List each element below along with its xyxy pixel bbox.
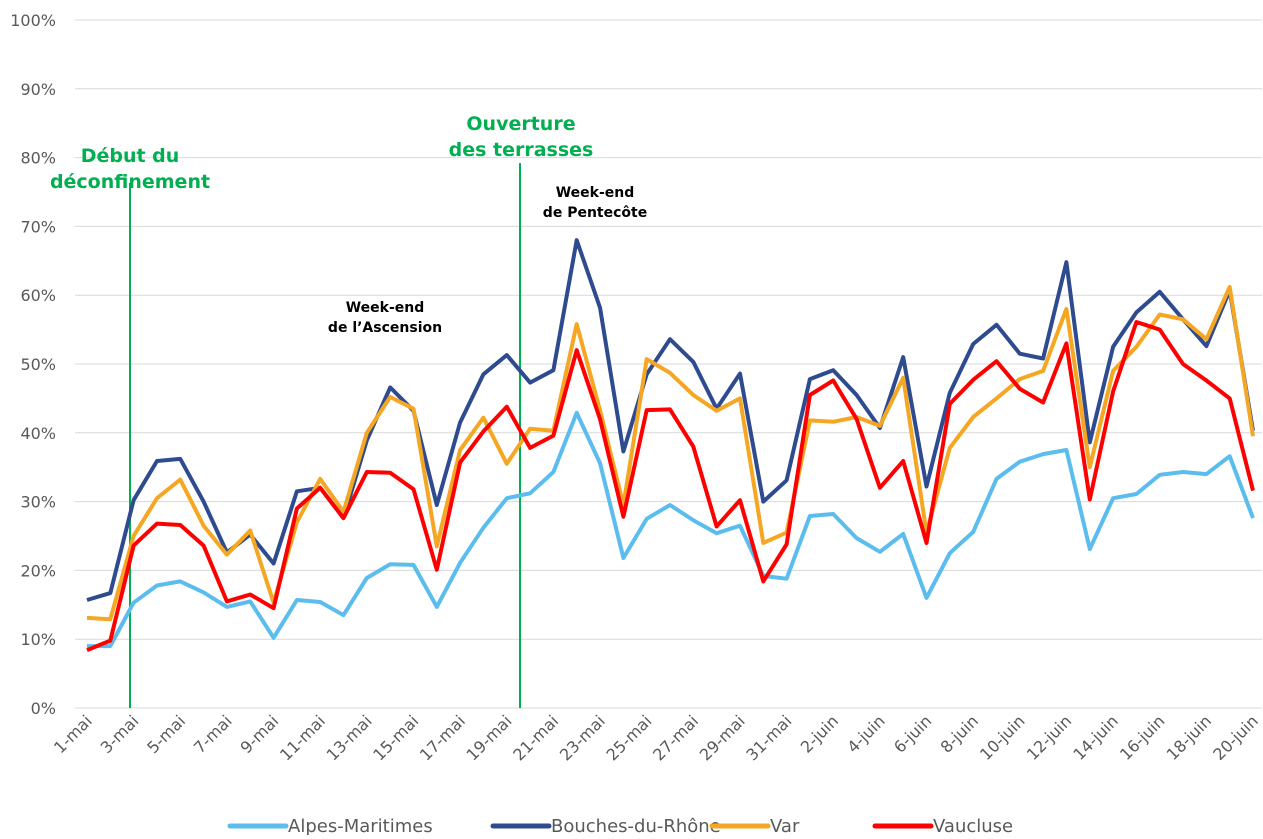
annotation: Week-end bbox=[556, 185, 635, 201]
x-tick-label: 13-mai bbox=[323, 711, 376, 764]
x-tick-label: 3-mai bbox=[97, 711, 143, 757]
y-tick-label: 40% bbox=[20, 424, 56, 443]
x-tick-label: 23-mai bbox=[556, 711, 609, 764]
series-line bbox=[86, 320, 1255, 653]
y-tick-label: 20% bbox=[20, 561, 56, 580]
series-line bbox=[86, 238, 1255, 602]
x-tick-label: 7-mai bbox=[190, 711, 236, 757]
y-tick-label: 30% bbox=[20, 493, 56, 512]
y-tick-label: 90% bbox=[20, 80, 56, 99]
x-tick-label: 1-mai bbox=[50, 711, 96, 757]
y-tick-label: 50% bbox=[20, 355, 56, 374]
annotation: des terrasses bbox=[449, 139, 594, 161]
x-tick-label: 25-mai bbox=[602, 711, 655, 764]
x-tick-label: 2-juin bbox=[797, 711, 842, 756]
x-tick-label: 4-juin bbox=[843, 711, 888, 756]
x-tick-label: 18-juin bbox=[1163, 711, 1216, 764]
series-line bbox=[86, 284, 1255, 622]
y-tick-label: 10% bbox=[20, 630, 56, 649]
x-tick-label: 14-juin bbox=[1069, 711, 1122, 764]
annotation: Week-end bbox=[346, 300, 425, 316]
annotation: de l’Ascension bbox=[328, 320, 442, 336]
x-tick-label: 16-juin bbox=[1116, 711, 1169, 764]
x-tick-label: 15-mai bbox=[369, 711, 422, 764]
y-tick-label: 80% bbox=[20, 149, 56, 168]
legend-label: Alpes-Maritimes bbox=[288, 816, 433, 835]
y-tick-label: 100% bbox=[10, 11, 56, 30]
annotation: déconfinement bbox=[50, 171, 210, 193]
annotation: de Pentecôte bbox=[543, 205, 647, 221]
x-tick-label: 5-mai bbox=[143, 711, 189, 757]
x-tick-label: 11-mai bbox=[276, 711, 329, 764]
legend-label: Bouches-du-Rhône bbox=[551, 816, 721, 835]
x-tick-label: 27-mai bbox=[649, 711, 702, 764]
y-tick-label: 0% bbox=[31, 699, 56, 718]
x-tick-label: 21-mai bbox=[509, 711, 562, 764]
y-tick-label: 60% bbox=[20, 286, 56, 305]
x-tick-label: 19-mai bbox=[463, 711, 516, 764]
y-tick-label: 70% bbox=[20, 217, 56, 236]
legend-label: Var bbox=[770, 816, 800, 835]
x-tick-label: 8-juin bbox=[937, 711, 982, 756]
annotation: Début du bbox=[81, 145, 180, 167]
x-tick-label: 29-mai bbox=[696, 711, 749, 764]
legend-label: Vaucluse bbox=[933, 816, 1013, 835]
x-tick-label: 17-mai bbox=[416, 711, 469, 764]
x-tick-label: 20-juin bbox=[1209, 711, 1262, 764]
series-line bbox=[87, 410, 1255, 649]
x-tick-label: 31-mai bbox=[742, 711, 795, 764]
x-tick-label: 12-juin bbox=[1023, 711, 1076, 764]
x-tick-label: 6-juin bbox=[890, 711, 935, 756]
annotation: Ouverture bbox=[466, 113, 575, 135]
x-tick-label: 10-juin bbox=[976, 711, 1029, 764]
